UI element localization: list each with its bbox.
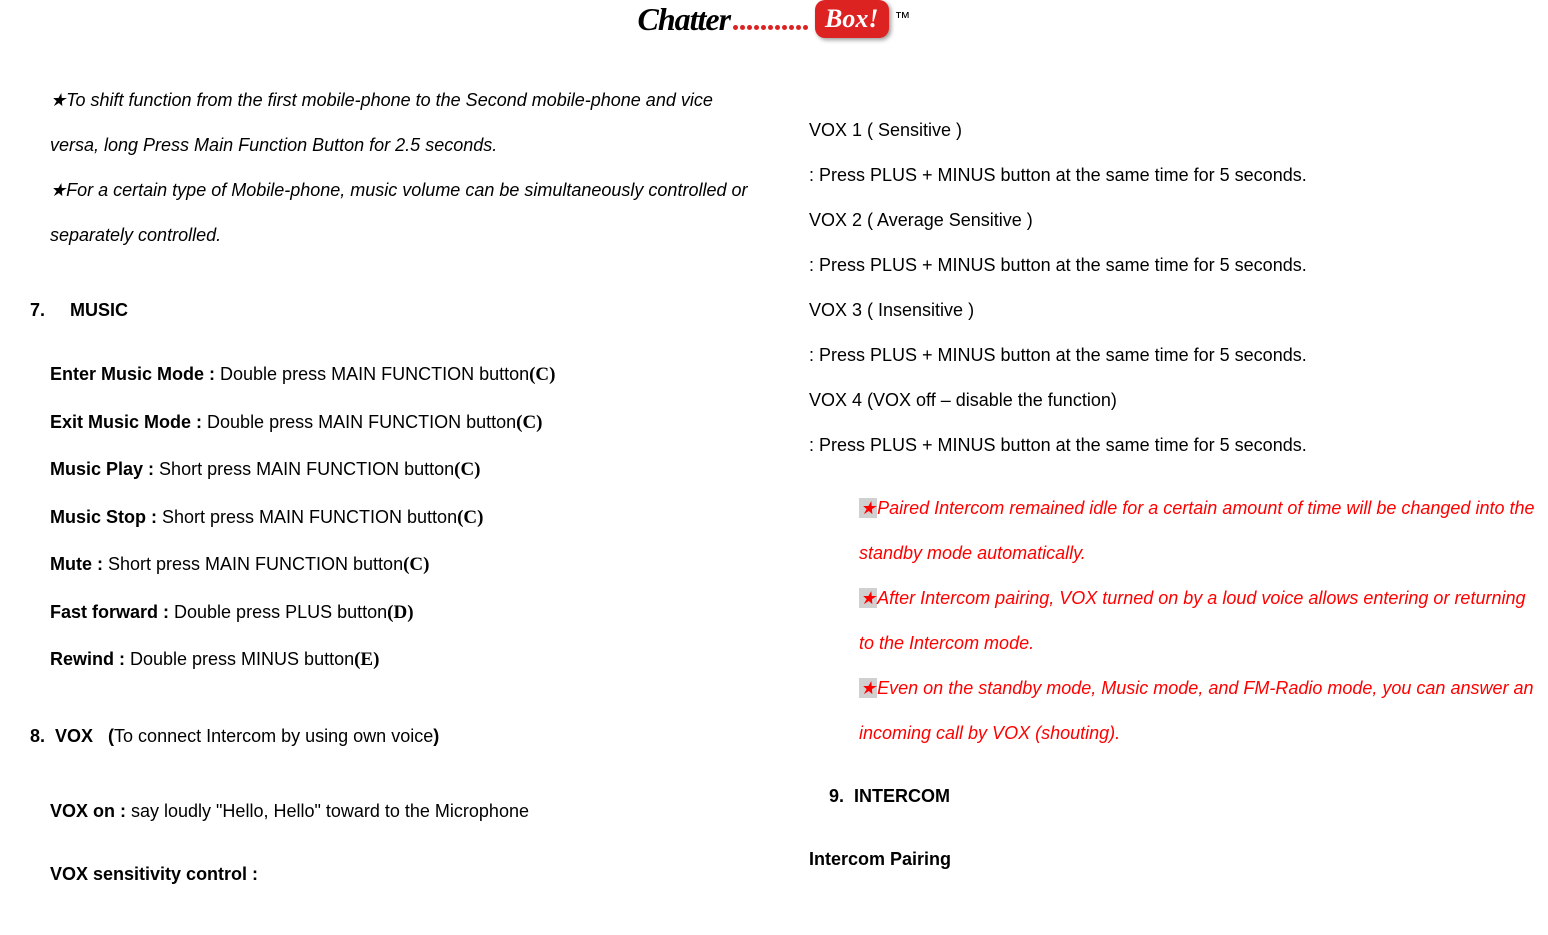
spacer bbox=[809, 756, 1538, 774]
value: Double press MAIN FUNCTION button bbox=[220, 364, 529, 384]
star-icon: ★ bbox=[50, 90, 66, 110]
vox-on: VOX on : say loudly "Hello, Hello" towar… bbox=[30, 789, 759, 834]
vox4-desc: : Press PLUS + MINUS button at the same … bbox=[809, 423, 1538, 468]
music-mute: Mute : Short press MAIN FUNCTION button(… bbox=[30, 541, 759, 589]
button-ref: (C) bbox=[457, 507, 483, 528]
label: Music Stop : bbox=[50, 507, 162, 527]
star-icon: ★ bbox=[859, 678, 877, 698]
logo-badge-box: Box! bbox=[815, 0, 888, 38]
label: Mute : bbox=[50, 554, 108, 574]
dot-icon bbox=[775, 25, 780, 30]
spacer bbox=[30, 333, 759, 351]
page-root: Chatter Box! ™ ★To shift function from t… bbox=[0, 0, 1548, 897]
section-9-heading: 9. INTERCOM bbox=[809, 774, 1538, 819]
button-ref: (E) bbox=[354, 649, 379, 670]
button-ref: (C) bbox=[403, 554, 429, 575]
label: Music Play : bbox=[50, 459, 159, 479]
vox1-title: VOX 1 ( Sensitive ) bbox=[809, 108, 1538, 153]
dot-icon bbox=[789, 25, 794, 30]
label: Rewind : bbox=[50, 649, 130, 669]
note-volume-control: ★For a certain type of Mobile-phone, mus… bbox=[30, 168, 759, 258]
value: Double press MAIN FUNCTION button bbox=[207, 412, 516, 432]
value: Short press MAIN FUNCTION button bbox=[159, 459, 454, 479]
music-enter: Enter Music Mode : Double press MAIN FUN… bbox=[30, 351, 759, 399]
dot-icon bbox=[754, 25, 759, 30]
note-shift-function: ★To shift function from the first mobile… bbox=[30, 78, 759, 168]
star-icon: ★ bbox=[859, 498, 877, 518]
vox-sensitivity-heading: VOX sensitivity control : bbox=[30, 852, 759, 897]
dot-icon bbox=[747, 25, 752, 30]
button-ref: (C) bbox=[454, 459, 480, 480]
left-column: ★To shift function from the first mobile… bbox=[0, 78, 779, 897]
note-vox-incoming-call: ★Even on the standby mode, Music mode, a… bbox=[809, 666, 1538, 756]
spacer bbox=[30, 759, 759, 789]
section-title: VOX bbox=[55, 726, 93, 746]
value: Short press MAIN FUNCTION button bbox=[162, 507, 457, 527]
label: Enter Music Mode : bbox=[50, 364, 220, 384]
section-8-heading: 8. VOX (To connect Intercom by using own… bbox=[30, 714, 759, 759]
dot-icon bbox=[803, 25, 808, 30]
spacer bbox=[30, 684, 759, 714]
star-icon: ★ bbox=[50, 180, 66, 200]
logo-word-chatter: Chatter bbox=[637, 1, 730, 38]
dot-icon bbox=[768, 25, 773, 30]
vox2-title: VOX 2 ( Average Sensitive ) bbox=[809, 198, 1538, 243]
star-icon: ★ bbox=[859, 588, 877, 608]
note-text: Even on the standby mode, Music mode, an… bbox=[859, 678, 1534, 743]
music-ff: Fast forward : Double press PLUS button(… bbox=[30, 589, 759, 637]
intercom-pairing-heading: Intercom Pairing bbox=[809, 837, 1538, 882]
button-ref: (D) bbox=[387, 602, 413, 623]
dot-icon bbox=[740, 25, 745, 30]
dot-icon bbox=[796, 25, 801, 30]
section-7-heading: 7. MUSIC bbox=[30, 288, 759, 333]
open-paren: ( bbox=[93, 726, 114, 746]
button-ref: (C) bbox=[516, 412, 542, 433]
button-ref: (C) bbox=[529, 364, 555, 385]
value: Double press MINUS button bbox=[130, 649, 354, 669]
spacer bbox=[30, 258, 759, 288]
spacer bbox=[30, 834, 759, 852]
music-exit: Exit Music Mode : Double press MAIN FUNC… bbox=[30, 399, 759, 447]
note-text: Paired Intercom remained idle for a cert… bbox=[859, 498, 1535, 563]
music-play: Music Play : Short press MAIN FUNCTION b… bbox=[30, 446, 759, 494]
dot-icon bbox=[733, 25, 738, 30]
section-number: 8. bbox=[30, 726, 45, 746]
note-text: To shift function from the first mobile-… bbox=[50, 90, 713, 155]
section-number: 9. bbox=[829, 786, 844, 806]
note-text: For a certain type of Mobile-phone, musi… bbox=[50, 180, 747, 245]
dot-icon bbox=[782, 25, 787, 30]
label: Fast forward : bbox=[50, 602, 174, 622]
spacer bbox=[809, 468, 1538, 486]
note-idle-standby: ★Paired Intercom remained idle for a cer… bbox=[809, 486, 1538, 576]
vox3-title: VOX 3 ( Insensitive ) bbox=[809, 288, 1538, 333]
vox3-desc: : Press PLUS + MINUS button at the same … bbox=[809, 333, 1538, 378]
close-paren: ) bbox=[433, 726, 439, 746]
music-stop: Music Stop : Short press MAIN FUNCTION b… bbox=[30, 494, 759, 542]
value: say loudly "Hello, Hello" toward to the … bbox=[131, 801, 529, 821]
note-vox-loud-voice: ★After Intercom pairing, VOX turned on b… bbox=[809, 576, 1538, 666]
logo-trademark: ™ bbox=[895, 10, 911, 28]
vox4-title: VOX 4 (VOX off – disable the function) bbox=[809, 378, 1538, 423]
label: VOX on : bbox=[50, 801, 131, 821]
label: Exit Music Mode : bbox=[50, 412, 207, 432]
spacer bbox=[809, 78, 1538, 108]
value: Double press PLUS button bbox=[174, 602, 387, 622]
section-desc: To connect Intercom by using own voice bbox=[114, 726, 433, 746]
spacer bbox=[809, 819, 1538, 837]
section-title: MUSIC bbox=[70, 300, 128, 320]
section-title: INTERCOM bbox=[854, 786, 950, 806]
section-number: 7. bbox=[30, 300, 45, 320]
value: Short press MAIN FUNCTION button bbox=[108, 554, 403, 574]
music-rewind: Rewind : Double press MINUS button(E) bbox=[30, 636, 759, 684]
vox1-desc: : Press PLUS + MINUS button at the same … bbox=[809, 153, 1538, 198]
dot-icon bbox=[761, 25, 766, 30]
logo: Chatter Box! ™ bbox=[0, 0, 1548, 48]
content-columns: ★To shift function from the first mobile… bbox=[0, 48, 1548, 897]
right-column: VOX 1 ( Sensitive ) : Press PLUS + MINUS… bbox=[779, 78, 1548, 897]
vox2-desc: : Press PLUS + MINUS button at the same … bbox=[809, 243, 1538, 288]
logo-dots bbox=[732, 1, 809, 38]
note-text: After Intercom pairing, VOX turned on by… bbox=[859, 588, 1525, 653]
